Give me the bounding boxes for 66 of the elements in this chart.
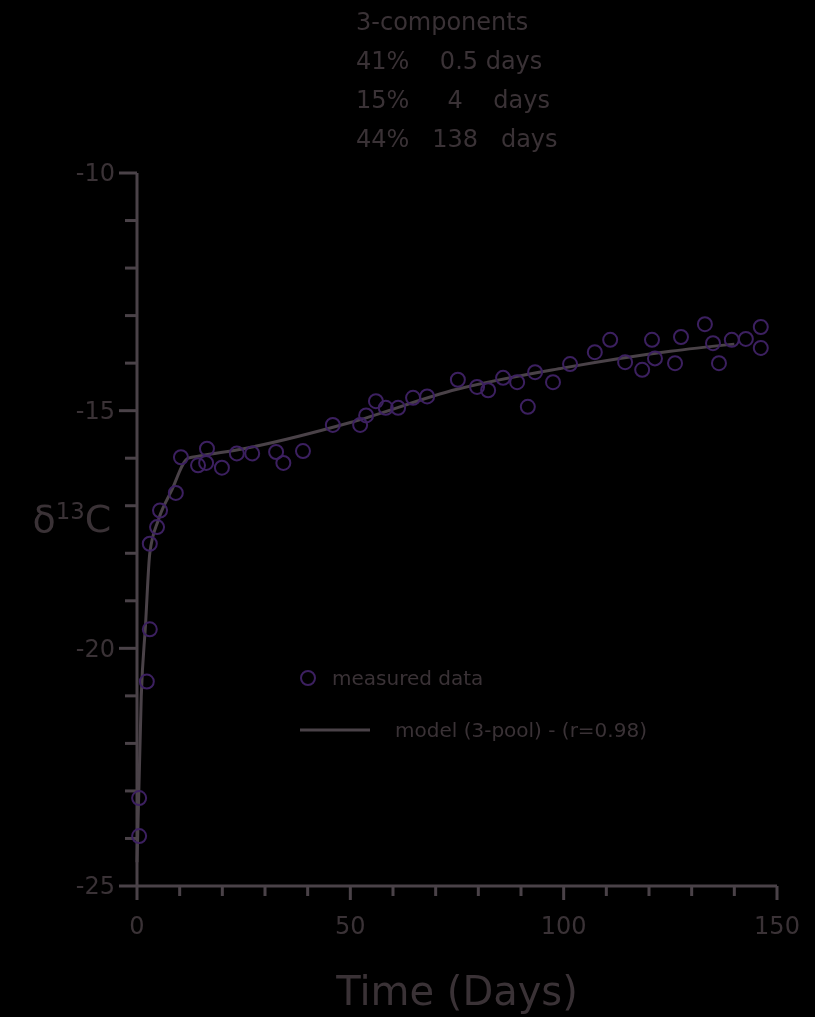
point	[710, 355, 727, 372]
y-tick-label: -10	[75, 159, 115, 188]
x-axis-title: Time (Days)	[335, 968, 578, 1014]
point	[377, 399, 394, 416]
point	[449, 371, 466, 388]
point	[419, 388, 436, 405]
point	[275, 454, 292, 471]
point	[131, 828, 148, 845]
point	[723, 331, 740, 348]
point	[324, 416, 341, 433]
point	[190, 457, 207, 474]
point	[138, 673, 155, 690]
point	[602, 331, 619, 348]
x-tick-label: 100	[540, 912, 587, 940]
point	[617, 354, 634, 371]
x-tick-label: 150	[754, 912, 800, 940]
text: 15% 4 days	[356, 86, 550, 114]
point	[367, 393, 384, 410]
text: 3-components	[356, 8, 529, 36]
point	[646, 350, 663, 367]
point	[696, 316, 713, 333]
point	[495, 369, 512, 386]
point	[198, 440, 215, 457]
point	[509, 374, 526, 391]
point	[358, 407, 375, 424]
point	[172, 449, 189, 466]
point	[586, 344, 603, 361]
point	[167, 484, 184, 501]
y-tick-label: -15	[75, 397, 115, 426]
point	[667, 355, 684, 372]
y-tick-label: -20	[75, 634, 115, 663]
point	[141, 621, 158, 638]
x-tick-label: 50	[335, 912, 366, 940]
point	[152, 502, 169, 519]
point	[198, 454, 215, 471]
point	[562, 356, 579, 373]
point	[469, 378, 486, 395]
point	[737, 330, 754, 347]
point	[752, 319, 769, 336]
point	[213, 459, 230, 476]
y-tick-label: -25	[75, 872, 115, 901]
point	[634, 361, 651, 378]
point	[405, 389, 422, 406]
point	[545, 374, 561, 391]
point	[480, 382, 497, 399]
text: 41% 0.5 days	[356, 47, 543, 75]
point	[244, 445, 261, 462]
text: 44% 138 days	[356, 125, 558, 153]
point	[268, 444, 285, 461]
point	[752, 339, 769, 356]
point	[643, 331, 660, 348]
point	[519, 398, 536, 415]
point	[673, 328, 689, 345]
point	[141, 535, 158, 552]
point	[228, 445, 245, 462]
legend-label: model (3-pool) - (r=0.98)	[395, 718, 647, 742]
point	[352, 416, 369, 433]
point	[294, 443, 311, 460]
point	[131, 790, 148, 807]
y-axis-title: δ$^{13}$C	[32, 497, 112, 541]
point	[527, 364, 544, 381]
point	[705, 335, 721, 352]
legend-label: measured data	[332, 666, 484, 690]
point	[390, 399, 407, 416]
point	[149, 519, 166, 536]
x-tick-label: 0	[129, 912, 145, 940]
